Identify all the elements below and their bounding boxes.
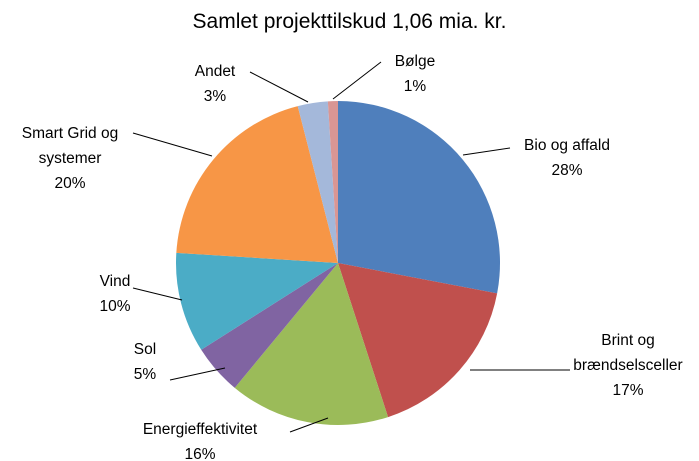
pie-slice bbox=[234, 263, 389, 426]
slice-label: Bølge 1% bbox=[385, 49, 445, 99]
leader-line bbox=[462, 147, 511, 156]
value-label: 28% bbox=[551, 162, 583, 179]
slice-label: Andet 3% bbox=[185, 59, 245, 109]
pie-slice bbox=[176, 106, 338, 263]
category-label: Brint og brændselsceller bbox=[573, 332, 683, 374]
value-label: 17% bbox=[612, 382, 644, 399]
leader-line bbox=[332, 61, 382, 100]
pie-slice bbox=[338, 263, 498, 418]
chart-title: Samlet projekttilskud 1,06 mia. kr. bbox=[192, 10, 507, 33]
leader-line bbox=[249, 71, 309, 103]
pie-slice bbox=[297, 101, 338, 263]
pie-slice bbox=[338, 101, 500, 294]
slice-label: Bio og affald 28% bbox=[502, 133, 632, 183]
slice-label: Smart Grid og systemer 20% bbox=[5, 121, 135, 196]
pie-slice bbox=[327, 101, 338, 263]
leader-line bbox=[132, 132, 213, 157]
value-label: 5% bbox=[133, 366, 157, 383]
slice-label: Energieffektivitet 16% bbox=[115, 417, 285, 461]
value-label: 1% bbox=[403, 78, 427, 95]
pie-slice bbox=[201, 263, 338, 388]
category-label: Vind bbox=[99, 273, 131, 290]
value-label: 20% bbox=[54, 175, 86, 192]
slice-label: Vind 10% bbox=[85, 269, 145, 319]
leader-line bbox=[169, 367, 226, 381]
leader-line bbox=[132, 287, 183, 301]
slice-label: Brint og brændselsceller 17% bbox=[558, 328, 698, 403]
category-label: Energieffektivitet bbox=[142, 421, 258, 438]
value-label: 16% bbox=[184, 446, 216, 461]
value-label: 10% bbox=[99, 298, 131, 315]
value-label: 3% bbox=[203, 88, 227, 105]
slice-label: Sol 5% bbox=[115, 337, 175, 387]
pie-slice bbox=[176, 252, 338, 350]
category-label: Andet bbox=[194, 63, 236, 80]
category-label: Sol bbox=[133, 341, 157, 358]
category-label: Bølge bbox=[394, 53, 436, 70]
category-label: Smart Grid og systemer bbox=[21, 125, 119, 167]
leader-line bbox=[289, 417, 329, 433]
category-label: Bio og affald bbox=[524, 137, 610, 154]
